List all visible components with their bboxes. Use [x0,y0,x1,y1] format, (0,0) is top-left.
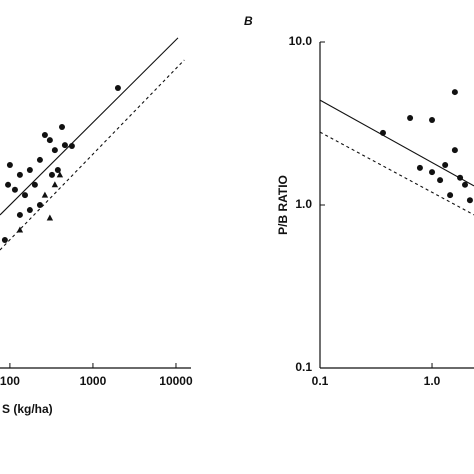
fit-line [0,37,179,216]
point [442,161,449,168]
point [16,226,24,233]
point [416,164,423,171]
x-tick-label: 1.0 [424,374,441,388]
point [54,166,61,173]
point [51,147,58,154]
point [46,137,53,144]
point [11,186,18,193]
point [36,156,43,163]
y-tick-label: 10.0 [289,34,313,48]
x-axis-label: S (kg/ha) [2,402,53,416]
point [379,129,386,136]
y-tick-label: 1.0 [295,197,312,211]
point [51,181,59,188]
point [447,192,454,199]
y-axis-label: P/B RATIO [276,175,290,235]
point [6,161,13,168]
point [46,214,54,221]
point [21,192,28,199]
point [114,85,121,92]
point [61,142,68,149]
point [457,174,464,181]
point [462,181,469,188]
point [451,147,458,154]
x-tick-label: 100 [0,374,20,388]
point [68,143,75,150]
x-tick-label: 10000 [159,374,193,388]
fit-line [319,99,474,187]
point [1,236,8,243]
point [437,177,444,184]
point [466,197,473,204]
point [56,171,64,178]
point [407,114,414,121]
point [5,181,12,188]
point [429,169,436,176]
point [16,211,23,218]
x-tick-label: 1000 [80,374,107,388]
y-tick-label: 0.1 [295,360,312,374]
point [36,202,43,208]
point [41,191,49,198]
point [26,166,33,173]
point [48,171,55,178]
x-tick-label: 0.1 [312,374,329,388]
point [451,89,458,96]
fit-line [319,131,474,216]
point [26,207,33,214]
point [16,171,23,178]
point [429,117,436,124]
point [41,131,48,138]
point [31,181,38,188]
panel-label: B [244,14,253,28]
fit-line [0,59,185,251]
point [58,123,65,130]
